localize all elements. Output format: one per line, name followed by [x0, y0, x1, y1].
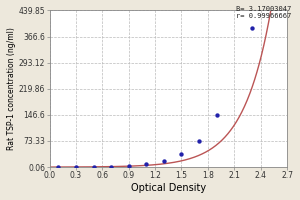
Point	[214, 114, 219, 117]
Point	[109, 165, 113, 168]
Point	[126, 164, 131, 168]
Point	[74, 165, 78, 169]
Point	[144, 163, 149, 166]
Point	[250, 27, 254, 30]
Point	[91, 165, 96, 169]
Point	[197, 140, 202, 143]
Point	[161, 159, 166, 162]
Text: B= 3.17003047
r= 0.99966667: B= 3.17003047 r= 0.99966667	[236, 6, 291, 19]
X-axis label: Optical Density: Optical Density	[131, 183, 206, 193]
Point	[179, 152, 184, 156]
Point	[56, 165, 61, 169]
Y-axis label: Rat TSP-1 concentration (ng/ml): Rat TSP-1 concentration (ng/ml)	[7, 27, 16, 150]
